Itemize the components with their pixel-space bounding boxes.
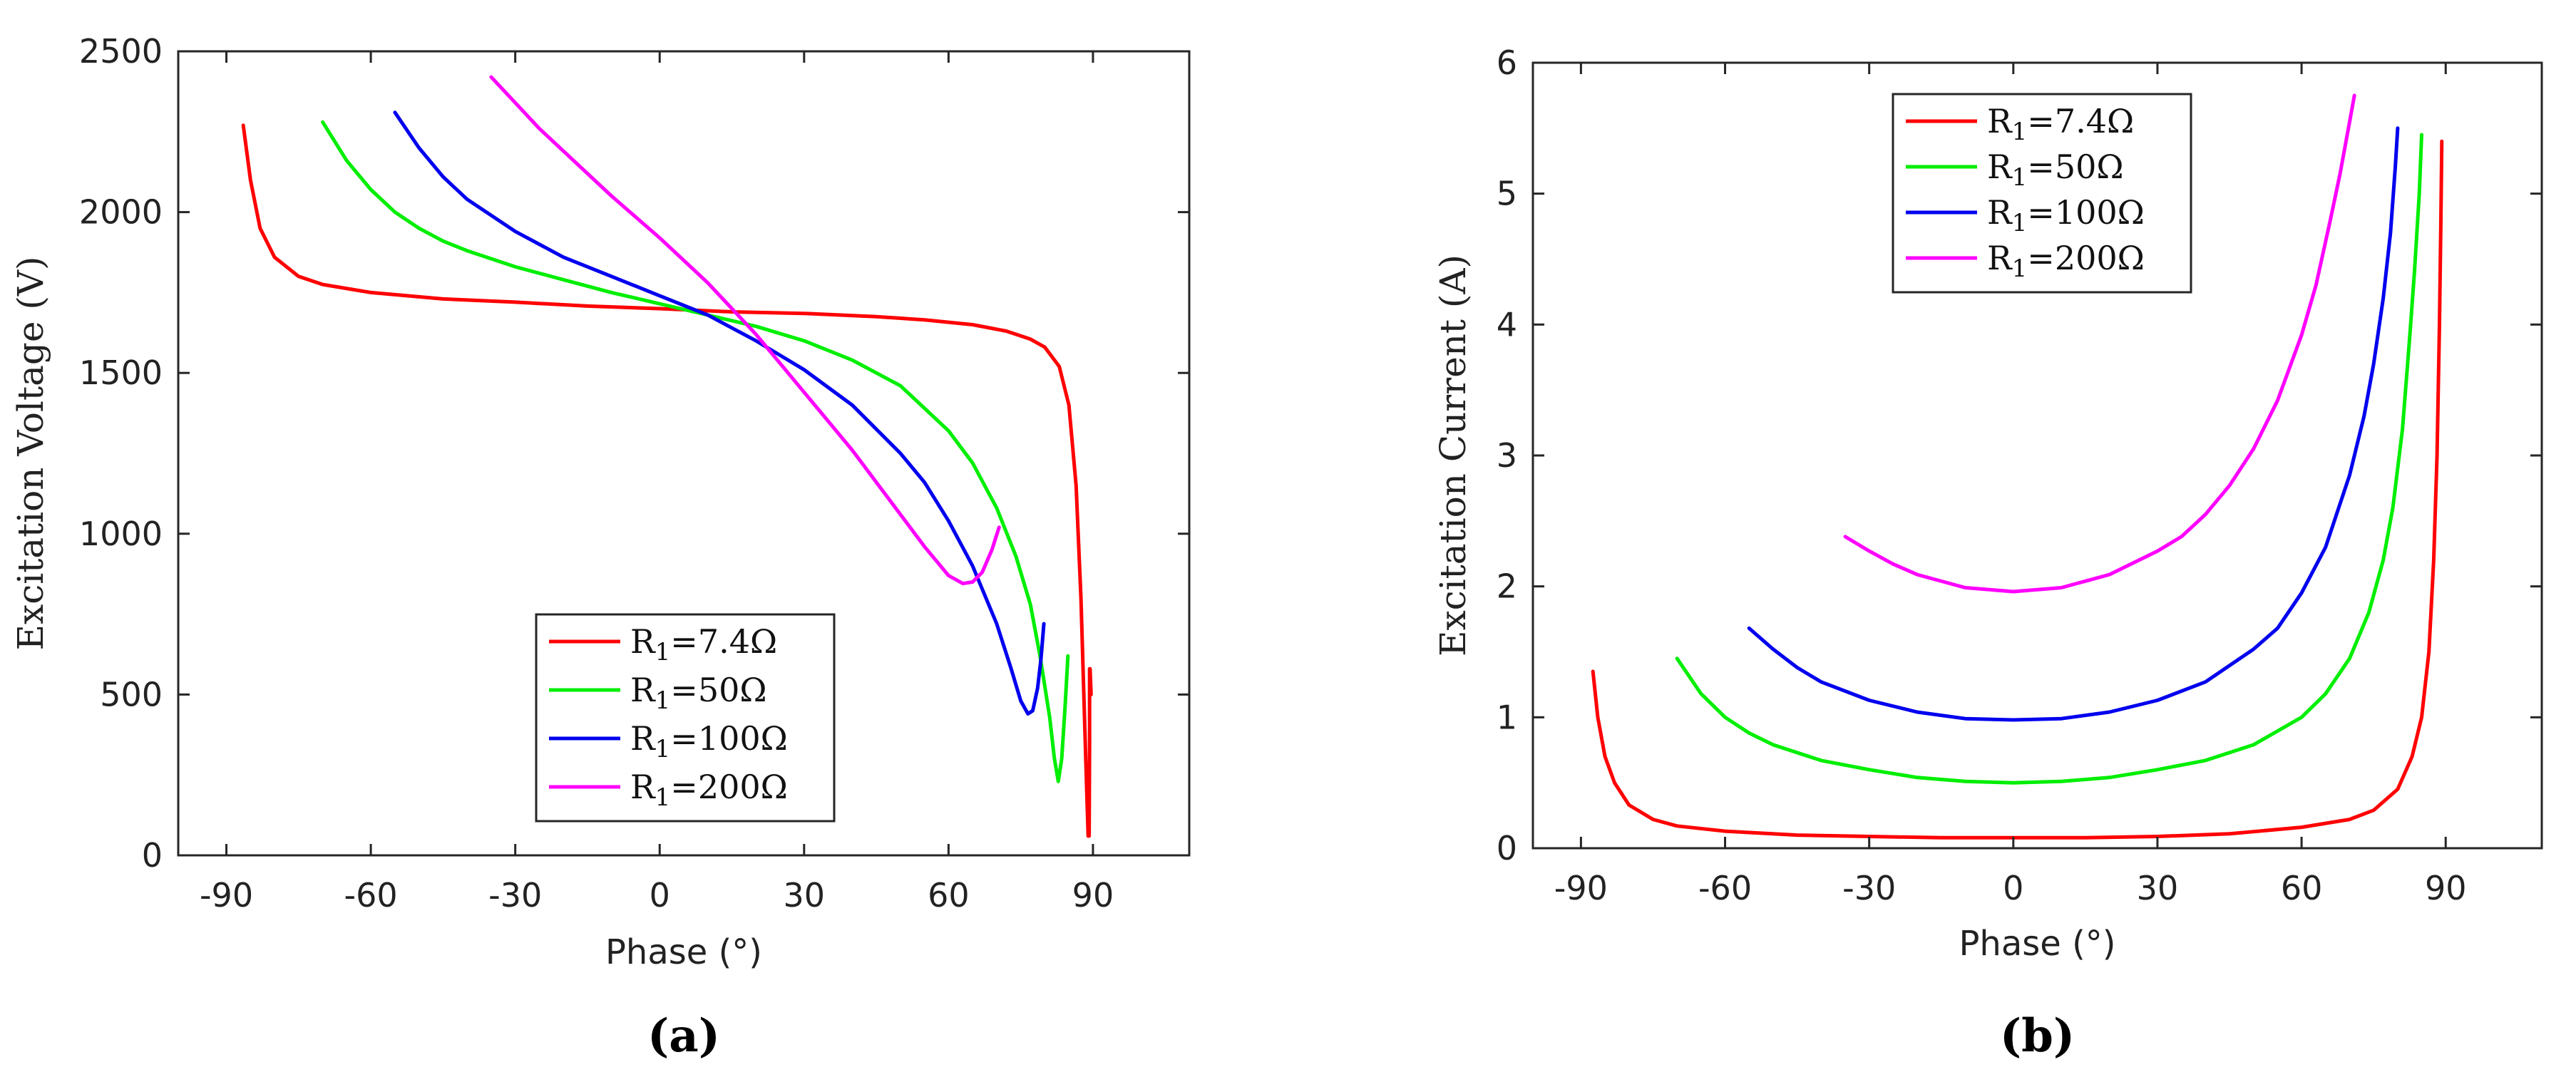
series-line-b-1	[1675, 133, 2423, 785]
x-tick-label: 60	[928, 876, 970, 914]
x-tick-label: -90	[1554, 869, 1608, 907]
y-tick-label: 2000	[79, 193, 163, 232]
panel-label: (a)	[647, 1009, 720, 1063]
chart-b: -90 -60 -30 0 30 60 90 0 1 2 3 4 5 6 Phase (°) Excitati…	[1432, 43, 2543, 1063]
x-axis-label: Phase (°)	[1959, 924, 2115, 964]
x-tick-label: 90	[1072, 876, 1114, 914]
panel-label: (b)	[2000, 1009, 2075, 1063]
x-tick-label: 0	[2003, 869, 2023, 907]
legend-entry: R1=200Ω	[1987, 239, 2145, 283]
y-tick-label: 6	[1497, 43, 1517, 82]
series-line-a-2	[393, 110, 1046, 716]
series-line-a-0	[241, 123, 1093, 838]
y-tick-label: 5	[1497, 175, 1517, 213]
x-tick-label: 90	[2425, 869, 2467, 907]
x-tick-label: 30	[784, 876, 826, 914]
legend-entry: R1=100Ω	[1987, 193, 2145, 237]
y-tick-label: 1500	[79, 354, 163, 392]
x-tick-label: -90	[200, 876, 253, 914]
x-tick-label: 60	[2281, 869, 2323, 907]
series-line-b-3	[1843, 93, 2356, 594]
y-axis-label: Excitation Voltage (V)	[10, 256, 51, 650]
chart-a: -90 -60 -30 0 30 60 90 0 500 1000 1500 2000 2500 Phas…	[10, 32, 1191, 1063]
series-line-a-3	[489, 75, 1001, 586]
y-tick-label: 1	[1497, 698, 1517, 736]
x-tick-label: -60	[1698, 869, 1752, 907]
series-line-b-0	[1591, 139, 2444, 840]
legend-entry: R1=200Ω	[630, 768, 788, 812]
y-tick-label: 500	[100, 675, 163, 713]
y-tick-label: 2500	[79, 32, 163, 71]
series-line-a-1	[321, 120, 1070, 783]
x-tick-label: 0	[650, 876, 670, 914]
y-tick-label: 4	[1497, 305, 1517, 344]
y-tick-label: 0	[142, 836, 163, 875]
y-tick-label: 2	[1497, 567, 1517, 606]
legend-entry: R1=100Ω	[630, 719, 788, 763]
legend-entry: R1=50Ω	[1987, 148, 2124, 192]
legend-entry: R1=50Ω	[630, 671, 767, 715]
x-tick-label: 30	[2137, 869, 2179, 907]
x-tick-label: -30	[488, 876, 542, 914]
series-line-b-2	[1747, 126, 2400, 722]
legend-entry: R1=7.4Ω	[1987, 102, 2134, 146]
y-axis-label: Excitation Current (A)	[1432, 254, 1474, 656]
y-tick-label: 0	[1497, 829, 1517, 867]
x-tick-label: -30	[1842, 869, 1896, 907]
axes-box	[177, 50, 1191, 857]
x-tick-label: -60	[344, 876, 398, 914]
x-axis-label: Phase (°)	[605, 932, 762, 972]
legend-entry: R1=7.4Ω	[630, 622, 777, 666]
y-tick-label: 3	[1497, 436, 1517, 475]
y-tick-label: 1000	[79, 515, 163, 553]
